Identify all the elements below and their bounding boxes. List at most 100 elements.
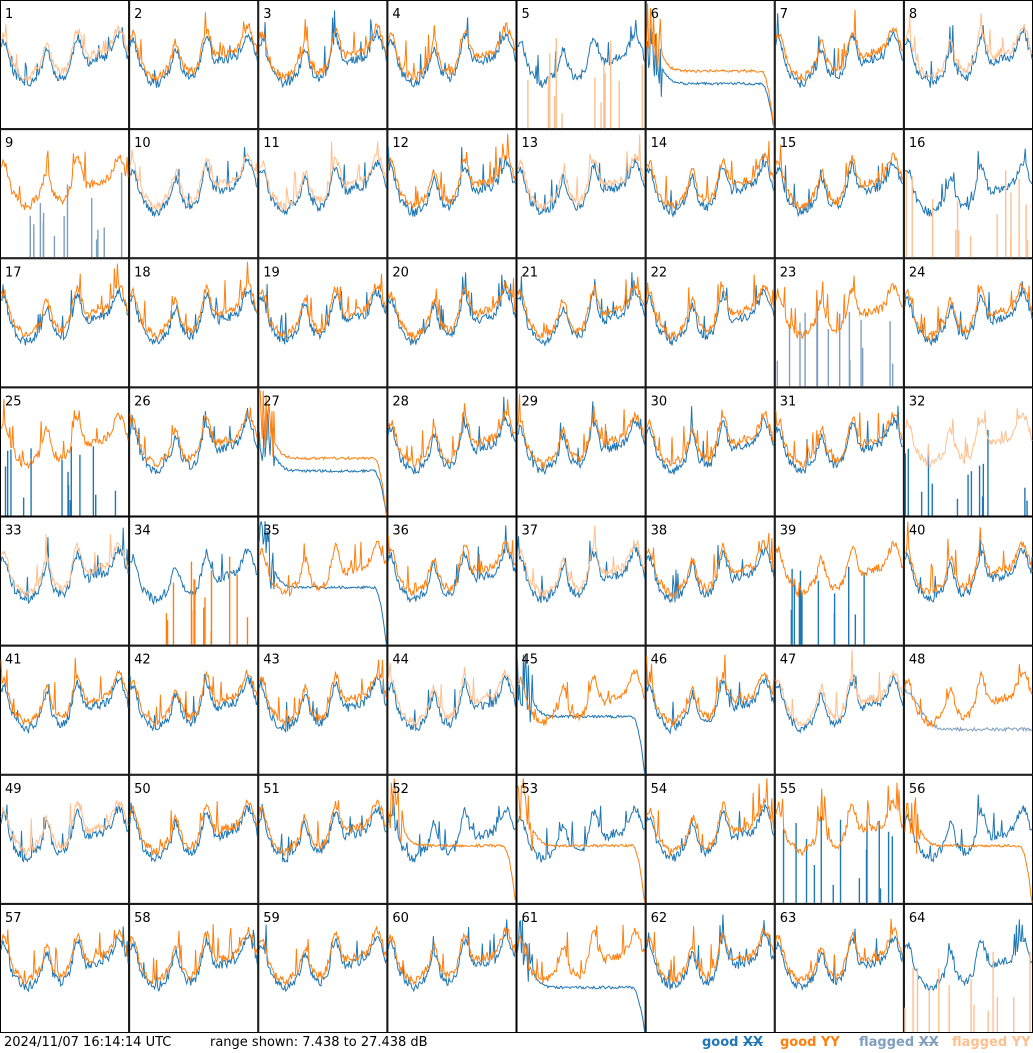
panel-label: 28 <box>392 394 409 409</box>
panel-frame <box>0 0 130 130</box>
panel-33-yy-trace <box>0 533 129 599</box>
panel-10-xx-trace <box>129 147 258 218</box>
panel-53-xx-trace <box>517 804 645 863</box>
legend-good-xx: good XX <box>702 1035 764 1050</box>
panel-57-yy-trace <box>0 928 129 985</box>
panel-41-yy-trace <box>0 658 129 726</box>
antenna-panel-64: 64 <box>903 903 1033 1033</box>
panel-label: 12 <box>392 136 409 151</box>
panel-45-xx-trace <box>517 654 646 774</box>
panel-60-yy-trace <box>387 926 516 986</box>
panel-label: 41 <box>5 653 22 668</box>
panel-22-yy-trace <box>646 274 775 341</box>
panel-label: 45 <box>522 653 539 668</box>
panel-label: 15 <box>780 136 797 151</box>
panel-15-yy-trace <box>775 144 904 211</box>
panel-label: 51 <box>263 782 280 797</box>
panel-63-xx-trace <box>775 928 904 991</box>
panel-label: 9 <box>5 136 13 151</box>
panel-label: 53 <box>522 782 539 797</box>
antenna-panel-56: 56 <box>903 774 1033 904</box>
panel-frame <box>258 129 388 259</box>
antenna-panel-57: 57 <box>0 903 130 1033</box>
panel-32-yy-trace <box>904 408 1033 468</box>
antenna-panel-4: 4 <box>387 0 517 130</box>
panel-14-xx-trace <box>646 154 775 218</box>
antenna-panel-54: 54 <box>645 774 775 904</box>
antenna-panel-9: 9 <box>0 129 130 259</box>
antenna-panel-29: 29 <box>516 387 646 517</box>
panel-frame <box>645 258 775 388</box>
panel-40-xx-trace <box>904 539 1033 603</box>
legend-flagged-yy: flagged YY <box>952 1035 1031 1050</box>
panel-64-yy-spikes <box>904 951 1031 1032</box>
panel-27-xx-trace <box>258 409 387 515</box>
panel-label: 2 <box>134 7 142 22</box>
panel-frame <box>258 0 388 130</box>
panel-47-yy-trace <box>775 649 904 727</box>
antenna-panel-49: 49 <box>0 774 130 904</box>
antenna-panel-19: 19 <box>258 258 388 388</box>
panel-frame <box>0 258 130 388</box>
panel-frame <box>387 0 517 130</box>
footer: 2024/11/07 16:14:14 UTC range shown: 7.4… <box>0 1033 1033 1053</box>
panel-13-yy-trace <box>517 134 646 211</box>
panel-36-xx-trace <box>387 525 516 604</box>
panel-34-yy-spikes <box>165 556 249 645</box>
panel-36-yy-trace <box>387 534 516 597</box>
panel-frame <box>516 258 646 388</box>
panel-19-xx-trace <box>258 283 387 345</box>
antenna-panel-39: 39 <box>774 516 904 646</box>
antenna-panel-59: 59 <box>258 903 388 1033</box>
panel-frame <box>516 516 646 646</box>
antenna-panel-37: 37 <box>516 516 646 646</box>
panel-label: 44 <box>392 653 409 668</box>
panel-11-xx-trace <box>258 159 387 216</box>
antenna-panel-30: 30 <box>645 387 775 517</box>
panel-21-yy-trace <box>517 276 646 339</box>
panel-frame <box>387 645 517 775</box>
panel-43-yy-trace <box>258 659 387 727</box>
panel-26-xx-trace <box>129 408 258 475</box>
panel-44-yy-trace <box>387 662 516 728</box>
panel-label: 17 <box>5 265 22 280</box>
panel-32-xx-spikes <box>904 429 1028 516</box>
antenna-panel-13: 13 <box>516 129 646 259</box>
panel-label: 19 <box>263 265 280 280</box>
antenna-panel-61: 61 <box>516 903 646 1033</box>
panel-label: 52 <box>392 782 409 797</box>
panel-48-yy-trace <box>904 664 1033 728</box>
panel-48-xx-trace <box>904 687 1033 733</box>
antenna-panel-6: 6 <box>645 0 775 130</box>
antenna-panel-33: 33 <box>0 516 130 646</box>
panel-52-yy-trace <box>387 778 516 902</box>
antenna-panel-8: 8 <box>903 0 1033 130</box>
antenna-panel-52: 52 <box>387 774 517 904</box>
antenna-panel-31: 31 <box>774 387 904 517</box>
range-shown: range shown: 7.438 to 27.438 dB <box>210 1035 428 1050</box>
panel-label: 18 <box>134 265 151 280</box>
antenna-panel-15: 15 <box>774 129 904 259</box>
panel-28-yy-trace <box>387 399 516 468</box>
panel-label: 13 <box>522 136 539 151</box>
panel-1-yy-trace <box>0 24 129 82</box>
panel-18-xx-trace <box>129 287 258 345</box>
panel-28-xx-trace <box>387 396 516 475</box>
panel-23-yy-trace <box>775 275 904 340</box>
panel-43-xx-trace <box>258 673 387 733</box>
panel-label: 27 <box>263 394 280 409</box>
panel-frame <box>387 258 517 388</box>
antenna-panel-5: 5 <box>516 0 646 130</box>
panel-label: 34 <box>134 524 151 539</box>
panel-label: 32 <box>909 394 926 409</box>
panel-label: 46 <box>651 653 668 668</box>
panel-label: 39 <box>780 524 797 539</box>
antenna-panel-11: 11 <box>258 129 388 259</box>
panel-label: 8 <box>909 7 917 22</box>
panel-42-xx-trace <box>129 673 258 732</box>
panel-label: 11 <box>263 136 280 151</box>
panel-frame <box>516 0 646 130</box>
panel-8-xx-trace <box>904 25 1033 88</box>
antenna-panel-22: 22 <box>645 258 775 388</box>
panel-3-yy-trace <box>258 18 387 81</box>
